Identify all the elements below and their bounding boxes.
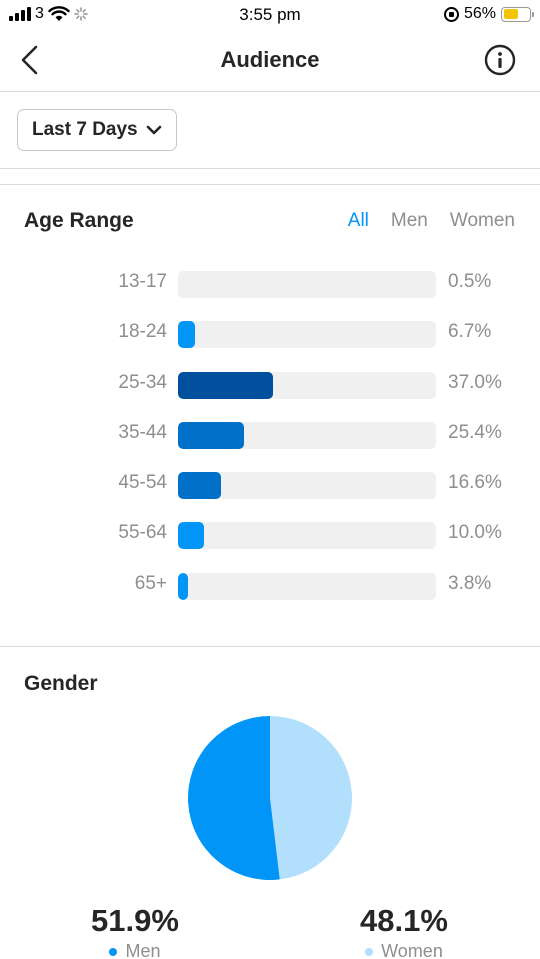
chevron-left-icon [21,45,38,75]
filter-row: Last 7 Days [0,93,540,169]
age-row: 55-64 10.0% [0,520,540,570]
gender-title: Gender [24,672,98,695]
age-row-percentage: 16.6% [448,472,502,494]
section-divider [0,184,540,185]
age-row-label: 35-44 [118,421,167,443]
age-bar-track [178,522,436,550]
age-row: 13-17 0.5% [0,269,540,319]
info-button[interactable] [484,44,516,76]
rotation-lock-icon [443,6,459,22]
age-bar-fill [178,321,196,349]
age-row: 35-44 25.4% [0,420,540,470]
back-button[interactable] [16,44,44,76]
age-row-percentage: 0.5% [448,271,492,292]
age-range-tabs: All Men Women [348,210,515,232]
status-bar: 3 3:55 pm 56% [0,0,540,30]
chevron-down-icon [146,125,161,135]
men-legend: Men [35,941,235,959]
status-right: 56% [443,5,534,23]
activity-spinner-icon [74,7,88,21]
nav-header: Audience [0,30,540,92]
age-bar-track [178,572,436,600]
age-bar-track [178,421,436,449]
age-tab-men[interactable]: Men [390,210,428,231]
age-row: 45-54 16.6% [0,470,540,520]
age-row-label: 45-54 [118,472,167,494]
women-legend-label: Women [381,941,443,959]
status-left: 3 [9,5,88,23]
men-percentage: 51.9% [91,903,179,938]
women-percentage: 48.1% [360,903,448,938]
battery-percentage: 56% [463,5,496,22]
age-range-title: Age Range [24,209,134,232]
age-row: 25-34 37.0% [0,370,540,420]
age-tab-all[interactable]: All [347,210,369,231]
age-row-label: 65+ [134,572,167,594]
age-bar-track [178,371,436,399]
page-title: Audience [220,47,320,72]
gender-card: Gender 51.9% Men 48.1% Women [0,647,540,959]
age-row-percentage: 10.0% [448,522,502,544]
age-row-percentage: 37.0% [448,371,502,393]
age-bar-track [178,472,436,500]
gender-stat-men: 51.9% Men [35,903,235,959]
age-row-label: 55-64 [118,522,167,544]
carrier-label: 3 [35,5,44,22]
pie-slice-women [270,716,352,880]
battery-icon [501,6,534,22]
status-time: 3:55 pm [239,5,301,24]
men-legend-dot [109,947,118,956]
age-bar-fill [178,421,244,449]
age-row: 18-24 6.7% [0,319,540,369]
info-icon [484,44,516,76]
age-row-percentage: 6.7% [448,321,492,343]
age-row: 65+ 3.8% [0,571,540,621]
wifi-icon [48,6,70,22]
gender-pie-chart [187,716,352,880]
date-range-label: Last 7 Days [32,119,138,140]
women-legend: Women [304,941,504,959]
age-bar-track [178,321,436,349]
age-tab-women[interactable]: Women [449,210,515,231]
age-row-label: 13-17 [118,271,167,292]
age-range-card: Age Range All Men Women 13-17 0.5% 18-24 6.7%… [0,185,540,647]
age-bar-fill [178,522,204,550]
age-range-bars: 13-17 0.5% 18-24 6.7% 25-34 37.0% 35-44 25.4% 45… [0,269,540,621]
signal-icon [9,7,31,21]
age-bar-track [178,271,436,298]
age-row-label: 18-24 [118,321,167,343]
pie-slice-men [187,716,280,880]
date-range-dropdown[interactable]: Last 7 Days [17,109,177,151]
age-row-label: 25-34 [118,371,167,393]
age-row-percentage: 3.8% [448,572,492,594]
men-legend-label: Men [125,941,161,959]
women-legend-dot [365,947,374,956]
age-bar-fill [178,371,274,399]
age-bar-fill [178,572,188,600]
age-bar-fill [178,472,221,500]
age-row-percentage: 25.4% [448,421,502,443]
gender-stat-women: 48.1% Women [304,903,504,959]
